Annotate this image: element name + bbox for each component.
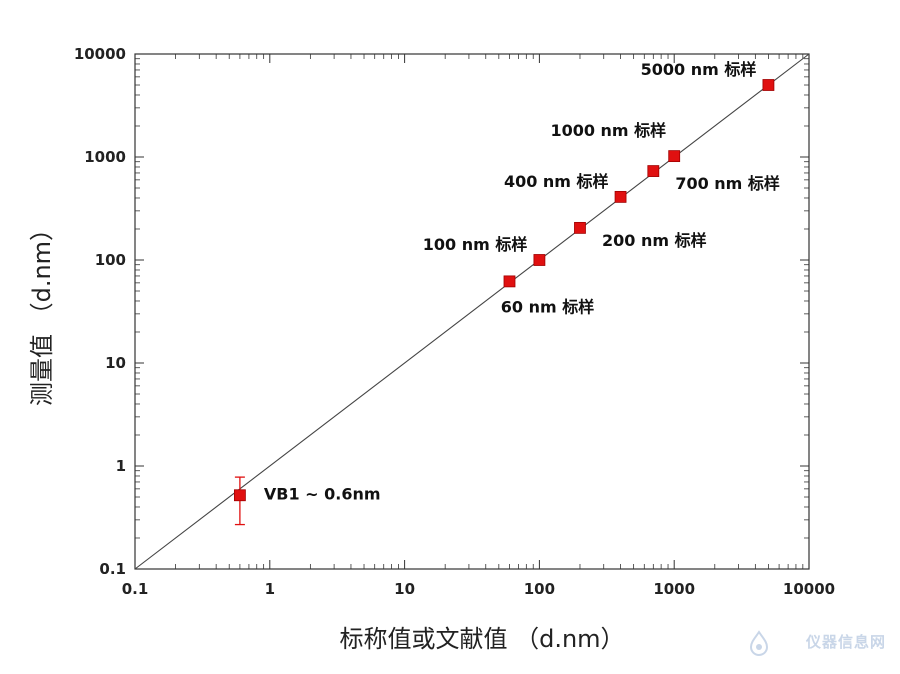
- data-points: [233, 79, 775, 526]
- x-tick-label: 10: [394, 580, 415, 598]
- data-point-marker: [614, 190, 627, 203]
- axis-ticks: 0.1 1 10 100 1000 10000 0.1 1 10 100 1000 10000: [74, 45, 835, 598]
- reference-line: [134, 53, 810, 570]
- y-tick-label: 0.1: [99, 560, 126, 578]
- data-point-marker: [647, 165, 660, 177]
- y-tick-label: 10: [105, 354, 126, 372]
- x-tick-label: 100: [524, 580, 555, 598]
- x-tick-label: 0.1: [122, 580, 149, 598]
- data-point-marker: [762, 79, 775, 91]
- y-tick-label: 1000: [84, 148, 126, 166]
- watermark-logo-icon: [749, 630, 769, 656]
- data-point-marker: [574, 221, 586, 234]
- x-axis-title: 标称值或文献值 （d.nm）: [339, 625, 624, 653]
- plot-frame: [134, 53, 810, 570]
- point-labels: VB1 ~ 0.6nm 60 nm 标样 100 nm 标样 200 nm 标样 400…: [264, 60, 780, 503]
- point-label: 400 nm 标样: [504, 172, 609, 191]
- data-point-marker: [668, 150, 681, 163]
- y-tick-label: 100: [95, 251, 126, 269]
- reference-line-group: [134, 53, 810, 570]
- x-tick-label: 1000: [653, 580, 695, 598]
- data-point-marker: [503, 275, 516, 288]
- point-label: 100 nm 标样: [423, 235, 528, 254]
- data-point-marker: [233, 489, 246, 502]
- data-point-marker: [533, 254, 546, 266]
- point-label: 5000 nm 标样: [641, 60, 757, 79]
- point-label: VB1 ~ 0.6nm: [264, 484, 381, 503]
- y-tick-label: 10000: [74, 45, 126, 63]
- y-tick-label: 1: [116, 457, 126, 475]
- watermark-text: 仪器信息网: [805, 633, 886, 651]
- x-tick-label: 1: [265, 580, 275, 598]
- point-label: 700 nm 标样: [675, 174, 780, 193]
- y-axis-title: 测量值 （d.nm）: [28, 217, 56, 406]
- point-label: 1000 nm 标样: [550, 121, 666, 140]
- point-label: 60 nm 标样: [501, 297, 594, 316]
- point-label: 200 nm 标样: [602, 231, 707, 250]
- x-tick-label: 10000: [783, 580, 835, 598]
